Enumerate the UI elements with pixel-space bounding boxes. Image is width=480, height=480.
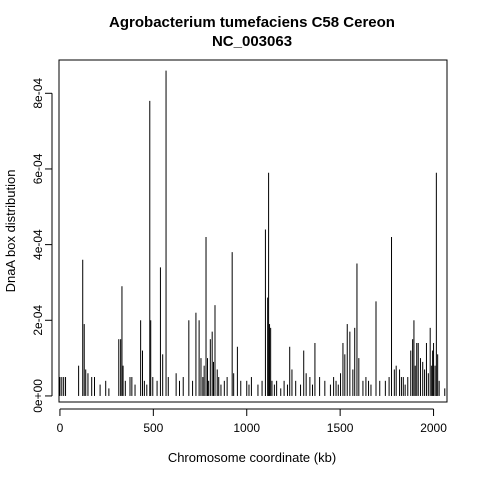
chart-title: Agrobacterium tumefaciens C58 Cereon <box>109 14 395 31</box>
x-tick-label: 2000 <box>420 421 447 435</box>
y-axis-label: DnaA box distribution <box>3 170 18 293</box>
chart-subtitle: NC_003063 <box>212 33 292 50</box>
y-axis: 0e+00 2e-04 4e-04 6e-04 8e-04 <box>31 78 53 413</box>
y-tick-label: 2e-04 <box>31 305 45 336</box>
bars-group <box>59 70 446 396</box>
x-axis-label: Chromosome coordinate (kb) <box>168 450 336 465</box>
y-tick-label: 6e-04 <box>31 153 45 184</box>
y-tick-label: 8e-04 <box>31 78 45 109</box>
y-tick-label: 4e-04 <box>31 229 45 260</box>
x-axis: 0 500 1000 1500 2000 <box>57 408 447 435</box>
x-tick-label: 500 <box>143 421 163 435</box>
y-tick-label: 0e+00 <box>31 379 45 413</box>
x-tick-label: 1000 <box>233 421 260 435</box>
x-tick-label: 1500 <box>327 421 354 435</box>
plot-frame <box>58 59 448 403</box>
x-tick-label: 0 <box>57 421 64 435</box>
